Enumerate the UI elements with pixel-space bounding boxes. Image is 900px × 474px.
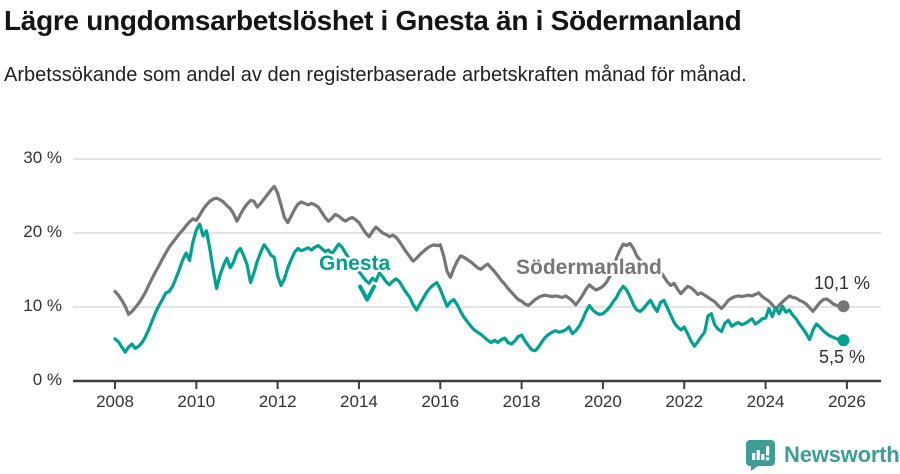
y-tick-label: 0 %: [32, 370, 62, 389]
y-tick-label: 20 %: [23, 222, 62, 241]
chart-title: Lägre ungdomsarbetslöshet i Gnesta än i …: [4, 5, 742, 36]
newsworthy-logo[interactable]: Newsworthy: [745, 439, 900, 471]
end-dot-södermanland: [837, 300, 850, 313]
x-tick-label: 2008: [96, 392, 134, 411]
y-tick-label: 30 %: [23, 148, 62, 167]
x-tick-label: 2024: [746, 392, 785, 411]
x-tick-label: 2018: [502, 392, 541, 411]
newsworthy-logo-text: Newsworthy: [784, 442, 900, 467]
series-line-gnesta: [113, 222, 846, 354]
x-tick-label: 2016: [421, 392, 460, 411]
x-tick-label: 2020: [583, 392, 622, 411]
series-line-södermanland: [113, 184, 846, 316]
end-value-gnesta: 5,5 %: [819, 347, 866, 367]
x-tick-label: 2014: [340, 392, 378, 411]
newsworthy-bubble-icon: [746, 440, 775, 471]
x-tick-label: 2022: [665, 392, 704, 411]
x-tick-label: 2012: [258, 392, 297, 411]
end-value-sodermanland: 10,1 %: [814, 273, 871, 293]
chart-subtitle: Arbetssökande som andel av den registerb…: [4, 64, 747, 86]
x-tick-label: 2026: [827, 392, 866, 411]
gnesta-arrow-icon: [358, 284, 377, 302]
end-dot-gnesta: [837, 334, 850, 347]
x-tick-label: 2010: [177, 392, 216, 411]
y-tick-label: 10 %: [23, 296, 62, 315]
series-label-gnesta: Gnesta: [319, 252, 391, 275]
series-label-sodermanland: Södermanland: [516, 256, 662, 279]
